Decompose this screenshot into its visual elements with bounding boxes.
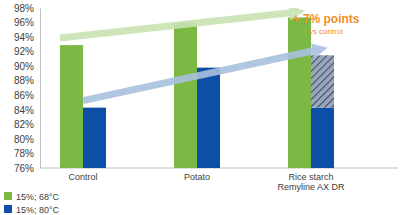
y-tick-label: 88%	[14, 75, 34, 86]
y-tick: 86%	[14, 90, 40, 101]
y-tick-label: 98%	[14, 3, 34, 14]
y-tick: 90%	[14, 61, 40, 72]
legend-label: 15%; 80°C	[16, 205, 60, 215]
y-tick-label: 90%	[14, 61, 34, 72]
y-tick: 92%	[14, 46, 40, 57]
y-tick-label: 82%	[14, 119, 34, 130]
legend-label: 15%; 68°C	[16, 192, 60, 202]
legend: 15%; 68°C 15%; 80°C	[4, 192, 60, 215]
bar	[288, 17, 311, 168]
x-tick-label: Control	[68, 172, 97, 182]
x-tick-label: Rice starchRemyline AX DR	[277, 172, 345, 192]
y-axis: 76% 78% 80% 82% 84% 86% 88% 90% 92% 94% 96% 98%	[14, 3, 41, 174]
y-tick: 82%	[14, 119, 40, 130]
y-tick: 84%	[14, 105, 40, 116]
bars	[60, 12, 334, 168]
x-axis: Control Potato Rice starchRemyline AX DR	[68, 172, 345, 192]
y-tick-label: 94%	[14, 32, 34, 43]
bar	[83, 108, 106, 168]
y-tick-label: 78%	[14, 148, 34, 159]
bar	[174, 23, 197, 168]
trend-arrow	[60, 12, 293, 38]
y-tick: 88%	[14, 75, 40, 86]
chart: 76% 78% 80% 82% 84% 86% 88% 90% 92% 94% 96% 98% Cont…	[0, 0, 400, 215]
y-tick: 80%	[14, 134, 40, 145]
x-tick-label: Potato	[184, 172, 210, 182]
y-tick-label: 80%	[14, 134, 34, 145]
annotation: + 7% points	[292, 12, 359, 26]
y-tick: 96%	[14, 17, 40, 28]
trend-arrow	[83, 50, 316, 100]
legend-swatch	[4, 205, 12, 213]
y-tick-label: 86%	[14, 90, 34, 101]
y-tick-label: 92%	[14, 46, 34, 57]
y-tick-label: 96%	[14, 17, 34, 28]
y-tick: 76%	[14, 163, 40, 174]
legend-swatch	[4, 192, 12, 200]
y-axis-line	[40, 9, 41, 169]
annotation: vs control	[309, 27, 343, 36]
y-tick-label: 76%	[14, 163, 34, 174]
bar-extension	[311, 55, 334, 107]
bar	[60, 45, 83, 168]
y-tick: 78%	[14, 148, 40, 159]
y-tick: 94%	[14, 32, 40, 43]
bar	[197, 68, 220, 168]
y-tick-label: 84%	[14, 105, 34, 116]
y-tick: 98%	[14, 3, 40, 14]
bar	[311, 108, 334, 168]
